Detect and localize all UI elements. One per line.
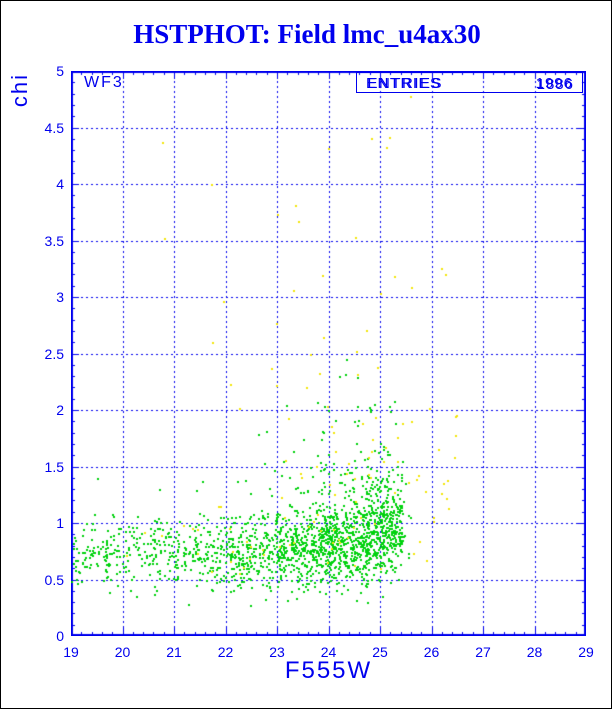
x-tick-label: 26 [423, 644, 440, 660]
plot-title: HSTPHOT: Field lmc_u4ax30 [133, 19, 481, 49]
y-tick-label: 4 [56, 176, 64, 192]
y-tick-label: 1.5 [44, 458, 64, 475]
entries-value-primary: 1996 [535, 75, 573, 92]
y-tick-label: 0.5 [44, 571, 64, 588]
x-axis-label: F555W [284, 657, 373, 684]
y-tick-label: 0 [56, 628, 64, 644]
y-tick-label: 3 [56, 289, 64, 305]
y-tick-label: 2.5 [44, 345, 64, 362]
x-tick-label: 28 [526, 644, 543, 660]
y-tick-label: 2 [56, 402, 64, 418]
entries-box: ENTRIES 1996 1886 [356, 72, 583, 93]
scatter-canvas [71, 71, 586, 636]
x-tick-label: 22 [217, 644, 234, 660]
x-tick-label: 24 [320, 644, 337, 660]
y-axis-label: chi [7, 73, 32, 108]
y-tick-label: 1 [56, 515, 64, 531]
x-tick-label: 27 [475, 644, 491, 660]
y-tick-label: 5 [56, 63, 64, 79]
plot-area: WF3 ENTRIES 1996 1886 [71, 71, 586, 636]
x-tick-label: 29 [578, 644, 594, 660]
x-tick-label: 21 [166, 644, 182, 660]
x-tick-label: 23 [269, 644, 285, 660]
x-tick-label: 25 [372, 644, 388, 660]
x-tick-label: 20 [114, 644, 131, 660]
entries-label: ENTRIES [366, 75, 442, 92]
entries-value: 1996 1886 [535, 75, 574, 93]
camera-label: WF3 [84, 74, 124, 91]
y-tick-label: 4.5 [44, 119, 64, 136]
entries-value-secondary: 1886 [536, 76, 574, 93]
y-tick-label: 3.5 [44, 232, 64, 249]
x-tick-label: 19 [63, 644, 79, 660]
